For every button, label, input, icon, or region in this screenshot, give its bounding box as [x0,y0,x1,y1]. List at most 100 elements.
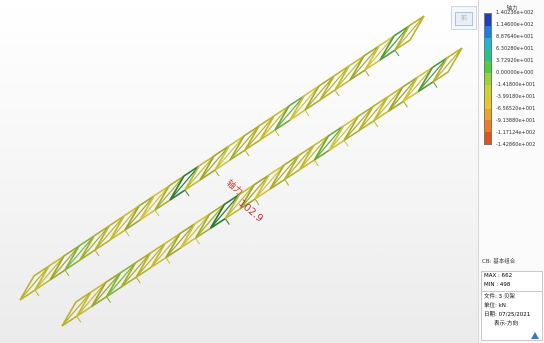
legend-swatch [485,61,491,74]
load-case-info: CB: 基本组合 [482,258,515,267]
legend-swatch [485,132,491,144]
model-viewport[interactable]: 轴力 102.9 前 [0,0,478,343]
truss-diagonal [349,45,380,81]
legend-color-bar [484,13,492,145]
truss-diagonal [299,135,329,171]
truss-diagonal [94,215,125,251]
legend-swatch [485,84,491,97]
truss-stub [284,179,290,186]
legend-value: 3.72920e+001 [496,58,534,64]
truss-diagonal [139,185,170,221]
view-direction-label: 表示-方向 [494,321,518,327]
truss-stub [76,315,82,323]
direction-arrow-icon [531,332,539,339]
truss-stub [254,198,260,206]
truss-stub [165,257,171,264]
truss-diagonal [334,55,365,91]
truss-diagonal [394,15,425,51]
truss-diagonal [106,262,136,298]
truss-stub [106,296,111,303]
truss-diagonal [120,252,151,288]
truss-diagonal [169,165,200,201]
truss-stub [373,120,379,128]
truss-diagonal [229,125,260,161]
truss-diagonal [239,174,270,210]
truss-stub [403,101,408,108]
truss-diagonal [49,245,80,281]
truss-stub [94,249,100,257]
truss-diagonal [210,194,240,229]
max-value: MAX : 662 [484,273,513,279]
truss-diagonal [135,242,166,278]
truss-diagonal [289,85,320,121]
truss-stub [184,189,190,197]
truss-diagonal [79,225,110,261]
truss-diagonal [328,115,359,151]
truss-diagonal [417,57,448,92]
truss-stub [195,237,201,245]
legend-value: -1.41800e+001 [496,82,536,88]
truss-diagonal [319,65,350,101]
legend-value: 8.87640e+001 [496,34,534,40]
truss-stub [224,218,230,225]
legend-value: -1.17124e+002 [496,130,536,136]
truss-diagonal [284,145,314,180]
legend-value: -6.56520e+001 [496,106,536,112]
view-cube-face-label: 前 [460,15,467,22]
truss-stub [432,81,438,89]
legend-value: 1.14600e+002 [496,22,534,28]
truss-diagonal [76,282,107,317]
legend-swatch [485,14,491,26]
legend-swatch [485,96,491,109]
load-case-label: CB: 基本组合 [482,259,516,265]
truss-diagonal [91,272,121,307]
truss-stub [313,159,319,167]
legend-panel: 轴力 1.40236e+002 1.14600e+002 8.87640e+001 6… [478,0,544,343]
truss-stub [34,289,40,297]
truss-diagonal [214,135,245,171]
date-label: 日期: 07/25/2021 [484,312,531,318]
truss-stub [244,149,250,157]
truss-diagonal [388,76,418,112]
truss-diagonal [269,155,300,190]
legend-value: 1.40236e+002 [496,10,534,16]
legend-swatch [485,108,491,121]
truss-diagonal [224,184,255,219]
legend-value: 6.30280e+001 [496,46,534,52]
file-label: 文件: 3 贝架 [484,294,515,300]
truss-diagonal [19,265,50,301]
truss-stub [334,89,340,97]
view-cube-face[interactable]: 前 [455,12,473,26]
truss-diagonal [373,86,404,122]
truss-diagonal [34,255,65,291]
truss-diagonal [61,291,92,327]
truss-diagonal [254,164,285,200]
truss-diagonal [364,35,395,71]
truss-stub [394,49,400,57]
truss-band [19,15,425,301]
summary-box: MAX : 662 MIN : 498 文件: 3 贝架 单位: kN 日期: … [481,271,543,341]
legend-swatch [485,37,491,50]
truss-stub [64,269,70,277]
truss-stub [214,169,220,177]
truss-stub [364,69,370,77]
truss-diagonal [154,175,185,211]
unit-label: 单位: kN [484,303,506,309]
truss-stub [343,140,349,147]
divider [482,291,542,292]
truss-diagonal [432,47,463,83]
view-cube[interactable]: 前 [451,6,477,30]
truss-diagonal [358,96,389,132]
legend-swatch [485,73,491,85]
force-label: 轴力 [224,177,246,198]
legend-swatch [485,49,491,62]
truss-stub [304,109,310,117]
truss-diagonal [274,95,305,131]
truss-diagonal [343,106,374,141]
legend-value: 0.00000e+000 [496,70,534,76]
truss-stub [274,129,280,137]
legend-value: -9.13880e+001 [496,118,536,124]
truss-band [61,47,463,327]
truss-diagonal [403,67,433,102]
